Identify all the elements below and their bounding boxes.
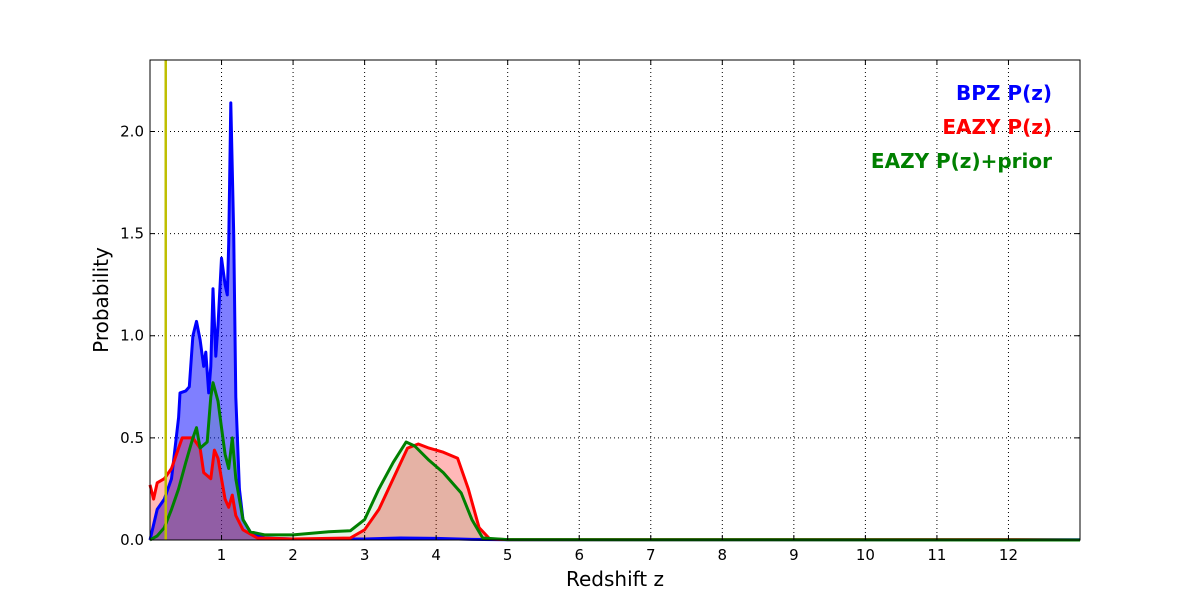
legend-entry: BPZ P(z) bbox=[956, 81, 1052, 105]
series-fill-2 bbox=[150, 382, 1080, 540]
x-tick-label: 7 bbox=[646, 546, 656, 564]
y-tick-label: 1.0 bbox=[120, 327, 144, 345]
x-tick-label: 8 bbox=[718, 546, 728, 564]
x-tick-label: 10 bbox=[856, 546, 875, 564]
x-tick-label: 3 bbox=[360, 546, 370, 564]
x-axis-label: Redshift z bbox=[566, 567, 664, 591]
x-tick-label: 11 bbox=[927, 546, 946, 564]
legend-entry: EAZY P(z)+prior bbox=[871, 149, 1052, 173]
plot-frame bbox=[149, 59, 1081, 541]
series-lines bbox=[148, 101, 1081, 542]
ticks: 1 2 3 4 5 6 7 8 9 10 11 120.00.51.01.52.0 bbox=[120, 60, 1080, 564]
series-fill-1 bbox=[150, 437, 1080, 540]
x-tick-label: 1 bbox=[217, 546, 227, 564]
y-tick-label: 0.5 bbox=[120, 429, 144, 447]
x-tick-label: 12 bbox=[999, 546, 1018, 564]
x-tick-label: 5 bbox=[503, 546, 513, 564]
x-tick-label: 9 bbox=[789, 546, 799, 564]
series-line-2 bbox=[149, 381, 1081, 542]
y-axis-label: Probability bbox=[89, 247, 113, 353]
grid bbox=[150, 60, 1080, 540]
y-tick-label: 0.0 bbox=[120, 531, 144, 549]
legend-entry: EAZY P(z) bbox=[942, 115, 1052, 139]
legend: BPZ P(z) EAZY P(z) EAZY P(z)+prior bbox=[871, 81, 1052, 173]
y-tick-label: 2.0 bbox=[120, 122, 144, 140]
x-tick-label: 4 bbox=[431, 546, 441, 564]
series-line-1 bbox=[148, 436, 1081, 542]
x-tick-label: 2 bbox=[288, 546, 298, 564]
x-tick-label: 6 bbox=[574, 546, 584, 564]
y-tick-label: 1.5 bbox=[120, 225, 144, 243]
